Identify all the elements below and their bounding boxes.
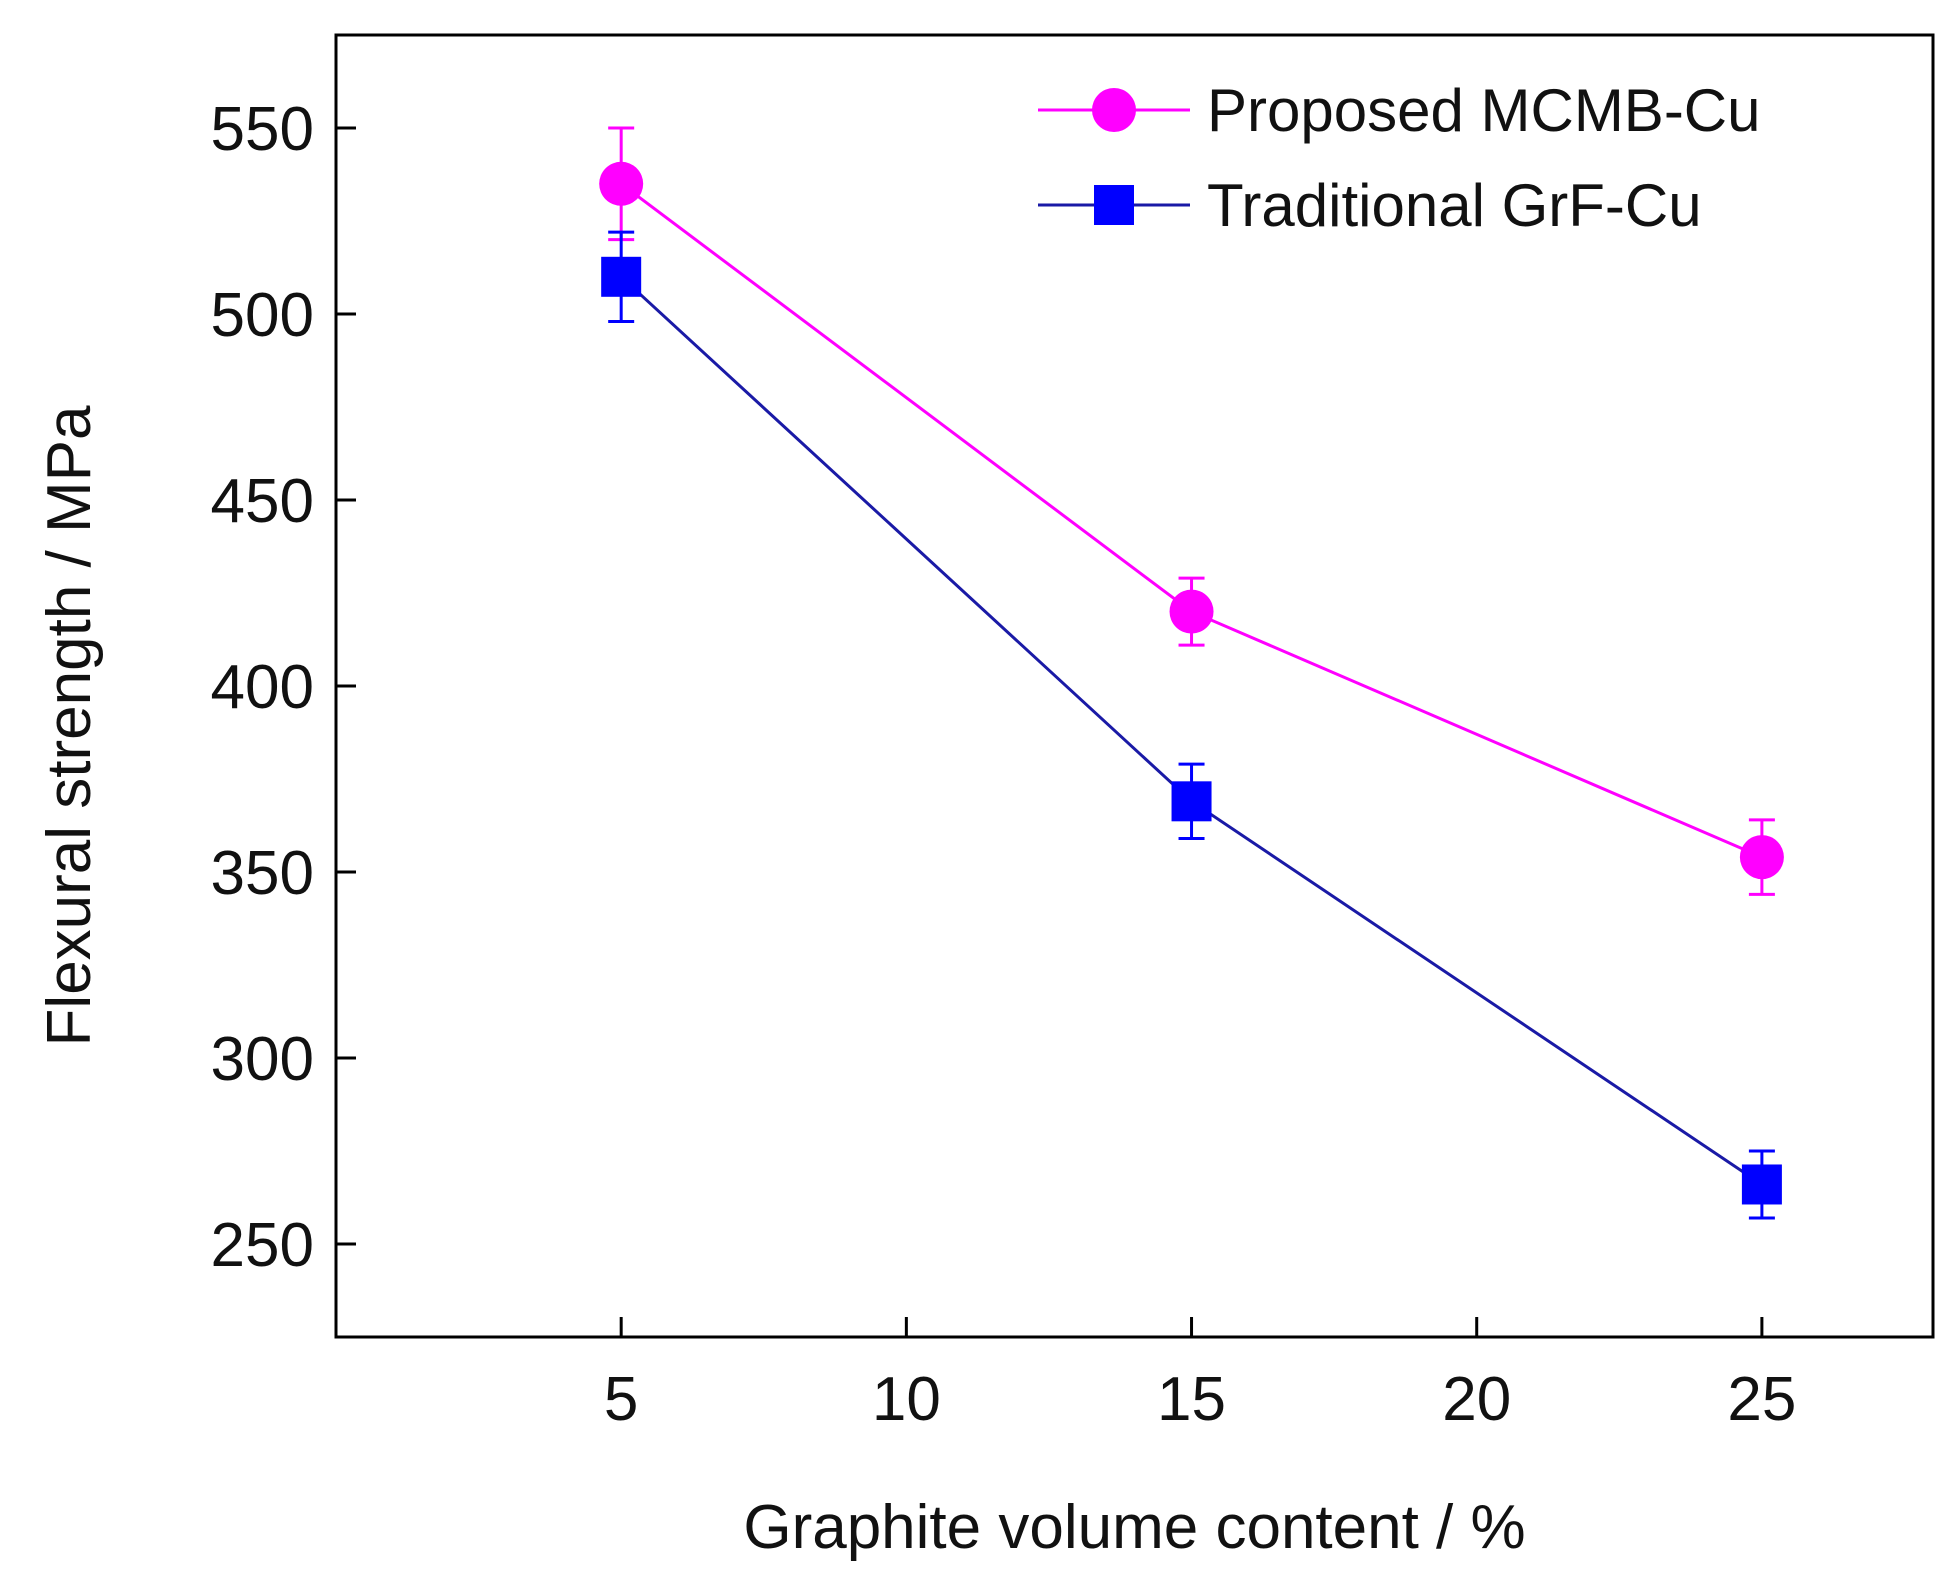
point-traditional-grf-cu-25 <box>1741 1164 1782 1205</box>
x-tick-label-25: 25 <box>1727 1365 1796 1434</box>
series-line-proposed-mcmb-cu <box>620 182 1763 859</box>
y-tick-label-350: 350 <box>211 839 314 908</box>
y-tick-label-550: 550 <box>211 95 314 164</box>
point-proposed-mcmb-cu-25 <box>1739 835 1784 880</box>
legend-marker-proposed-mcmb-cu <box>1092 88 1136 132</box>
series-line-traditional-grf-cu <box>620 275 1763 1186</box>
legend: Proposed MCMB-Cu Traditional GrF-Cu <box>1038 77 1761 239</box>
y-tick-label-300: 300 <box>211 1025 314 1094</box>
y-tick-label-250: 250 <box>211 1211 314 1280</box>
y-tick-label-500: 500 <box>211 281 314 350</box>
point-traditional-grf-cu-15 <box>1171 781 1212 822</box>
axes: 5 10 15 20 25 250 300 350 400 450 500 550 <box>211 33 1935 1434</box>
x-tick-label-15: 15 <box>1157 1365 1226 1434</box>
legend-label-proposed-mcmb-cu: Proposed MCMB-Cu <box>1207 77 1761 144</box>
series-proposed-mcmb-cu <box>599 126 1784 896</box>
x-tick-label-5: 5 <box>604 1365 638 1434</box>
y-tick-label-450: 450 <box>211 467 314 536</box>
y-axis-title: Flexural strength / MPa <box>35 405 104 1046</box>
point-proposed-mcmb-cu-5 <box>599 161 644 206</box>
plot-area <box>599 126 1784 1220</box>
series-traditional-grf-cu <box>601 230 1782 1220</box>
x-tick-label-10: 10 <box>872 1365 941 1434</box>
x-tick-label-20: 20 <box>1442 1365 1511 1434</box>
x-axis-title: Graphite volume content / % <box>743 1493 1525 1562</box>
point-proposed-mcmb-cu-15 <box>1169 589 1214 634</box>
point-traditional-grf-cu-5 <box>601 256 642 297</box>
legend-label-traditional-grf-cu: Traditional GrF-Cu <box>1207 172 1702 239</box>
legend-marker-traditional-grf-cu <box>1094 185 1134 225</box>
y-tick-label-400: 400 <box>211 653 314 722</box>
